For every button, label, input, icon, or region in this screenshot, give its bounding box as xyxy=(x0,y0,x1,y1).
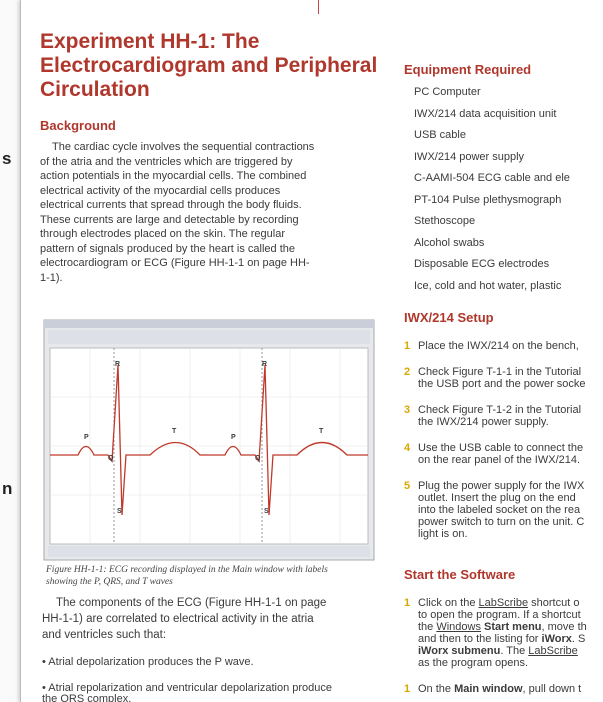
equipment-item: IWX/214 power supply xyxy=(414,150,524,164)
bullet-line: • Atrial depolarization produces the P w… xyxy=(42,655,254,669)
text-run: LabScribe xyxy=(528,645,578,657)
right-column: Equipment Required PC Computer IWX/214 dat… xyxy=(400,0,603,702)
paragraph-line: 1-1). xyxy=(40,271,63,285)
figure-statusbar xyxy=(48,546,370,557)
step-number: 3 xyxy=(404,403,410,417)
paragraph-line: through electrodes placed on the skin. T… xyxy=(40,227,285,241)
equipment-item: PT-104 Pulse plethysmograph xyxy=(414,193,561,207)
section-heading: Start the Software xyxy=(404,568,515,582)
title-line: Electrocardiogram and Peripheral xyxy=(40,54,377,78)
page: Equipment Required PC Computer IWX/214 dat… xyxy=(0,0,603,702)
figure-label: P xyxy=(84,434,89,442)
figure-label: Q xyxy=(255,455,260,463)
step-number: 1 xyxy=(404,682,410,696)
section-heading: Equipment Required xyxy=(404,63,531,77)
step-number: 4 xyxy=(404,441,410,455)
margin-letter: s xyxy=(2,152,11,166)
figure-titlebar xyxy=(44,320,374,328)
figure-toolbar xyxy=(48,330,370,344)
text-run: Main window xyxy=(454,683,522,695)
equipment-item: C-AAMI-504 ECG cable and ele xyxy=(414,171,570,185)
step-line: light is on. xyxy=(418,527,468,541)
paragraph-line: action potentials in the myocardial cell… xyxy=(40,169,306,183)
equipment-item: Disposable ECG electrodes xyxy=(414,257,549,271)
figure-label: S xyxy=(264,508,269,516)
paragraph-line: These currents are large and detectable … xyxy=(40,213,299,227)
title-line: Circulation xyxy=(40,78,150,102)
step-number: 1 xyxy=(404,596,410,610)
paragraph-line: electrical activity of the myocardial ce… xyxy=(40,184,280,198)
step-line: as the program opens. xyxy=(418,656,528,670)
step-line: Place the IWX/214 on the bench, xyxy=(418,339,579,353)
figure-label: S xyxy=(117,508,122,516)
figure-label: R xyxy=(262,361,267,369)
bullet-line: the QRS complex. xyxy=(42,692,131,702)
step-number: 5 xyxy=(404,479,410,493)
text-run: as the program opens. xyxy=(418,657,528,669)
text-run: , pull down t xyxy=(523,683,582,695)
paragraph-line: The components of the ECG (Figure HH-1-1… xyxy=(56,596,326,610)
margin-letter: n xyxy=(2,482,12,496)
figure-label: T xyxy=(172,428,176,436)
paragraph-line: of the atria and the ventricles which ar… xyxy=(40,155,293,169)
text-run: On the xyxy=(418,683,454,695)
step-number: 1 xyxy=(404,339,410,353)
section-heading: IWX/214 Setup xyxy=(404,311,494,325)
step-line: on the rear panel of the IWX/214. xyxy=(418,453,580,467)
equipment-item: IWX/214 data acquisition unit xyxy=(414,107,556,121)
figure-label: Q xyxy=(108,455,113,463)
paragraph-line: pattern of signals produced by the heart… xyxy=(40,242,295,256)
equipment-item: Stethoscope xyxy=(414,214,475,228)
step-line: On the Main window, pull down t xyxy=(418,682,581,696)
equipment-item: Alcohol swabs xyxy=(414,236,484,250)
figure-label: R xyxy=(115,361,120,369)
equipment-item: Ice, cold and hot water, plastic xyxy=(414,279,561,293)
figure-label: P xyxy=(231,434,236,442)
figure-caption: showing the P, QRS, and T waves xyxy=(46,575,173,589)
paragraph-line: electrocardiogram or ECG (Figure HH-1-1 … xyxy=(40,256,310,270)
equipment-item: USB cable xyxy=(414,128,466,142)
figure-label: T xyxy=(319,428,323,436)
section-heading: Background xyxy=(40,119,116,133)
paragraph-line: HH-1-1) are correlated to electrical act… xyxy=(42,612,314,626)
equipment-item: PC Computer xyxy=(414,85,481,99)
paragraph-line: and ventricles such that: xyxy=(42,628,166,642)
title-line: Experiment HH-1: The xyxy=(40,30,259,54)
step-number: 2 xyxy=(404,365,410,379)
step-line: the IWX/214 power supply. xyxy=(418,415,549,429)
paragraph-line: The cardiac cycle involves the sequentia… xyxy=(52,140,314,154)
step-line: the USB port and the power socke xyxy=(418,377,586,391)
paragraph-line: electrical currents that spread through … xyxy=(40,198,302,212)
